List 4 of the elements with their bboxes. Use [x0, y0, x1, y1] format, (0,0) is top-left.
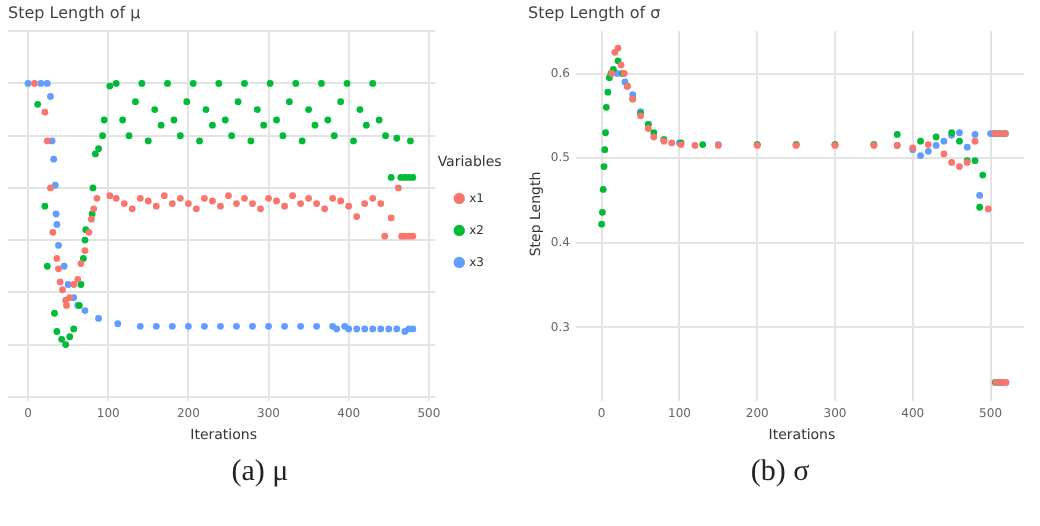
chart-title: Step Length of σ: [528, 3, 661, 22]
text: (a) μ: [229, 456, 291, 490]
chart-title: Step Length of μ: [8, 3, 141, 22]
text: (b) σ: [748, 456, 812, 490]
